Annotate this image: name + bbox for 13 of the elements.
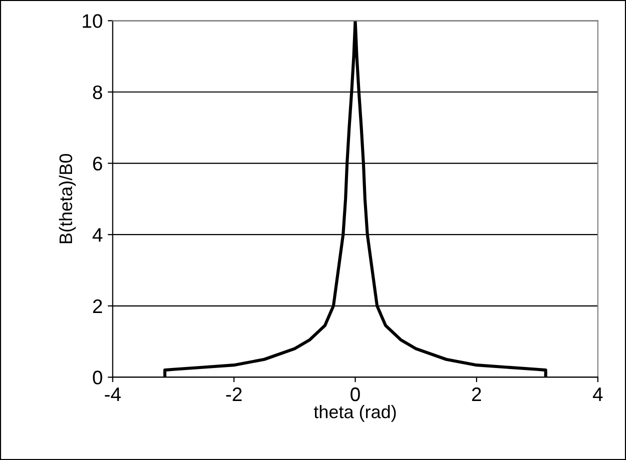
y-tick-label: 8 — [92, 85, 102, 100]
x-tick-label: -4 — [104, 388, 121, 402]
x-tick-label: -2 — [226, 387, 242, 402]
x-tick-label: 4 — [592, 388, 603, 402]
x-axis-title: theta (rad) — [314, 405, 396, 422]
x-tick-label: 2 — [472, 387, 481, 402]
y-tick-label: 4 — [92, 228, 102, 242]
y-tick-label: 10 — [82, 14, 102, 28]
x-tick-label: 0 — [350, 387, 360, 402]
y-axis-title: B(theta)/B0 — [58, 154, 76, 244]
y-tick-label: 0 — [92, 370, 102, 384]
y-tick-label: 6 — [93, 156, 102, 171]
y-tick-label: 2 — [93, 299, 102, 313]
